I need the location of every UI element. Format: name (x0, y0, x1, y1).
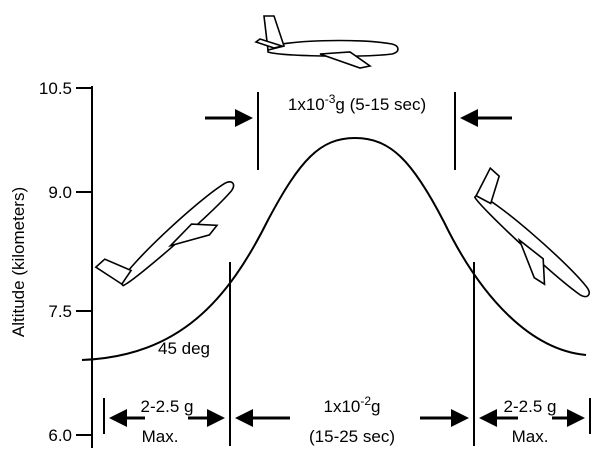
phase-label: (15-25 sec) (309, 427, 395, 446)
airplane-top (256, 16, 398, 68)
airplane-left (96, 161, 248, 305)
phase-label: Max. (142, 427, 179, 446)
angle-label: 45 deg (158, 339, 210, 358)
phase-label: 2-2.5 g (504, 397, 557, 416)
diagram: 10.5 9.0 7.5 6.0 Altitude (kilometers) 1… (0, 0, 597, 452)
phase-label: 2-2.5 g (141, 397, 194, 416)
tick-label: 6.0 (48, 426, 72, 445)
tick-label: 7.5 (48, 302, 72, 321)
phase-label: 1x10-2g (323, 394, 380, 416)
airplane-right (455, 168, 597, 312)
top-label: 1x10-3g (5-15 sec) (288, 92, 426, 114)
axis-label: Altitude (kilometers) (9, 187, 28, 337)
tick-label: 9.0 (48, 183, 72, 202)
tick-label: 10.5 (39, 79, 72, 98)
phase-label: Max. (512, 427, 549, 446)
